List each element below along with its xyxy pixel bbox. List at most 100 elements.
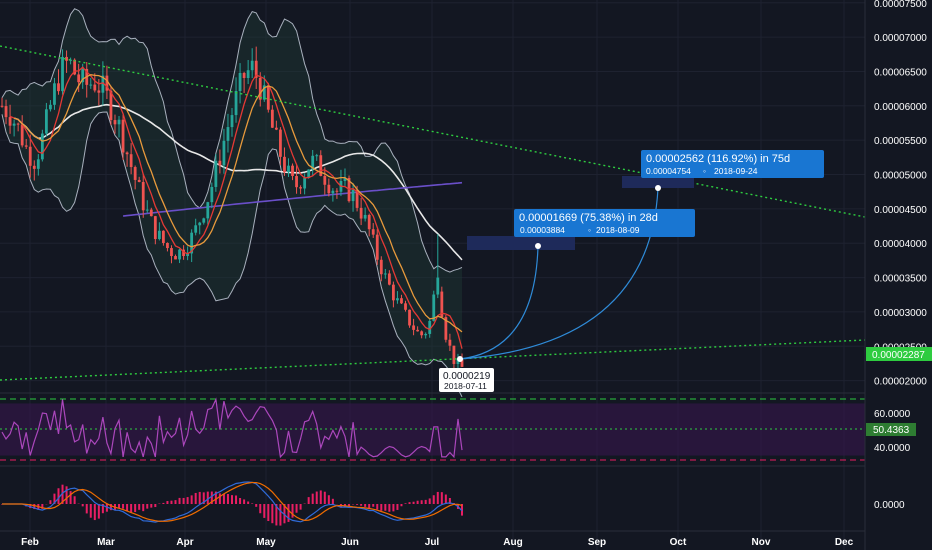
current-price-badge [866,347,932,361]
target-zone-1 [467,236,575,250]
macd-hist-bar [412,501,415,504]
macd-hist-bar [291,504,294,518]
candle-body [44,109,48,134]
candle-body [121,119,125,153]
candle-body [319,155,323,176]
candle-body [105,75,109,91]
candle-body [440,291,444,318]
macd-axis[interactable]: 0.0000 [874,500,905,511]
candle-body [16,123,20,125]
candle-body [367,214,371,230]
candle-body [436,277,440,295]
projection-label-2-date: 2018-09-24 [714,166,758,176]
macd-hist-bar [283,504,286,524]
macd-hist-bar [388,504,391,512]
price-tick: 0.00004500 [874,205,927,216]
macd-hist-bar [57,488,60,504]
candle-body [20,124,24,146]
candle-body [162,230,165,243]
candle-body [214,160,218,187]
macd-hist-bar [186,497,189,504]
macd-hist-bar [109,504,112,511]
projection-target-2-marker[interactable] [655,185,661,191]
candle-body [137,179,141,183]
projection-curve-1[interactable] [459,245,539,360]
macd-hist-bar [239,498,242,504]
macd-hist-bar [93,504,96,521]
macd-hist-bar [295,504,298,513]
macd-hist-bar [392,504,395,512]
macd-hist-bar [368,504,371,509]
projection-label-1[interactable]: 0.00001669 (75.38%) in 28d 0.00003884 ◦ … [514,209,695,237]
macd-hist-bar [210,491,213,504]
macd-hist-bar [101,504,104,514]
candle-body [93,84,97,91]
candle-body [141,182,145,211]
macd-hist-bar [360,504,363,506]
macd-hist-bar [251,503,254,504]
projection-origin-label[interactable]: 0.0000219 2018-07-11 [439,368,494,392]
macd-hist-bar [218,493,221,504]
candle-body [73,59,77,75]
candle-body [129,154,133,168]
macd-hist-bar [327,495,330,504]
support-trendline[interactable] [0,339,866,381]
candle-body [424,333,428,336]
month-label: Oct [670,537,687,548]
macd-hist-bar [174,500,177,504]
candle-body [40,133,44,160]
ma-purple [123,181,463,217]
macd-hist-bar [130,504,133,513]
projection-target-1-marker[interactable] [535,243,541,249]
candle-body [456,358,460,364]
rsi-tick-40: 40.0000 [874,443,911,454]
macd-hist-bar [287,504,290,522]
rsi-axis[interactable]: 60.0000 40.0000 50.4363 [866,409,916,454]
ma-white [13,103,463,261]
candle-body [258,77,262,100]
candle-body [149,209,153,217]
candle-body [262,85,266,100]
macd-hist-bar [146,504,149,509]
macd-hist-bar [376,504,379,510]
projection-origin-marker[interactable] [457,356,463,362]
price-tick: 0.00003500 [874,274,927,285]
candle-body [238,73,242,92]
candle-body [392,284,395,301]
macd-hist-bar [162,502,165,504]
macd-hist-bar [279,504,282,526]
candle-body [36,159,40,169]
macd-hist-bar [194,492,197,504]
price-tick: 0.00006500 [874,67,927,78]
candle-body [266,85,270,110]
origin-price: 0.0000219 [443,371,491,382]
macd-hist-bar [41,504,44,509]
projection-label-2[interactable]: 0.00002562 (116.92%) in 75d 0.00004754 ◦… [641,150,824,178]
resistance-trendline[interactable] [0,45,866,218]
price-tick: 0.00007500 [874,0,927,10]
bollinger-upper [1,8,463,273]
macd-hist-bar [307,497,310,504]
candle-body [174,256,177,260]
candle-body [412,325,415,330]
price-tick: 0.00004000 [874,239,927,250]
candle-body [65,56,68,61]
current-price-label: 0.00002287 [872,350,925,361]
macd-hist-bar [255,504,258,507]
macd-hist-bar [380,504,383,511]
rsi-tick-60: 60.0000 [874,409,911,420]
macd-hist-bar [150,504,153,508]
macd-hist-bar [315,491,318,504]
candle-body [375,234,379,260]
candle-body [230,115,234,128]
month-label: Mar [97,537,115,548]
candle-body [331,190,335,194]
price-axis[interactable]: 0.00007500 0.00007000 0.00006500 0.00006000… [864,0,932,550]
time-axis[interactable]: Feb Mar Apr May Jun Jul Aug Sep Oct Nov Dec [21,537,853,548]
candle-body [4,106,8,118]
macd-hist-bar [396,504,399,510]
macd-hist-bar [243,499,246,504]
rsi-line [1,397,463,459]
